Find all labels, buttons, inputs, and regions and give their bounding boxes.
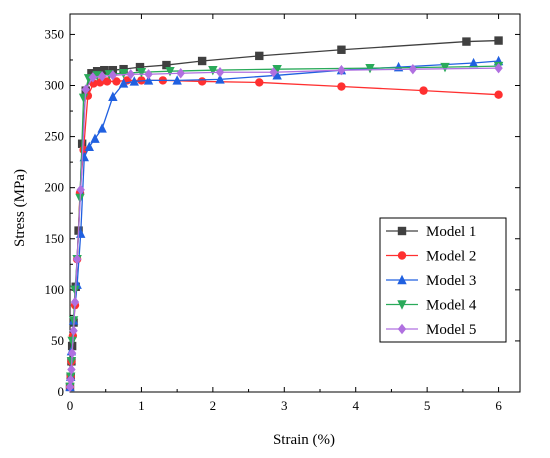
plot-frame bbox=[69, 13, 521, 393]
data-point bbox=[88, 72, 98, 83]
data-point bbox=[136, 68, 147, 78]
data-point bbox=[172, 75, 182, 85]
data-point bbox=[89, 79, 98, 88]
legend-label: Model 1 bbox=[426, 224, 476, 240]
legend-label: Model 3 bbox=[426, 273, 476, 289]
series-layer bbox=[65, 36, 504, 393]
y-tick-label: 250 bbox=[45, 129, 65, 144]
data-point bbox=[70, 296, 80, 308]
x-tick-label: 1 bbox=[138, 398, 145, 413]
data-point bbox=[215, 74, 225, 84]
data-point bbox=[494, 90, 503, 99]
data-point bbox=[419, 86, 428, 95]
data-point bbox=[135, 62, 145, 72]
legend-marker bbox=[397, 300, 407, 310]
data-point bbox=[494, 36, 503, 45]
data-point bbox=[112, 77, 121, 86]
data-point bbox=[162, 60, 171, 70]
y-tick-label: 100 bbox=[45, 282, 65, 297]
data-point bbox=[76, 184, 85, 195]
y-tick-label: 350 bbox=[45, 26, 65, 41]
y-tick-label: 300 bbox=[45, 78, 65, 93]
y-tick-label: 0 bbox=[58, 384, 65, 399]
data-point bbox=[72, 253, 82, 265]
data-point bbox=[197, 56, 207, 66]
data-point bbox=[337, 45, 346, 54]
data-point bbox=[165, 67, 175, 77]
legend: Model 1 Model 2 Model 3 Model 4 Model 5 bbox=[379, 217, 507, 343]
data-point bbox=[66, 374, 75, 385]
data-point bbox=[255, 51, 264, 61]
data-point bbox=[108, 91, 118, 101]
x-tick-label: 2 bbox=[210, 398, 217, 413]
data-point bbox=[65, 381, 75, 393]
data-point bbox=[67, 336, 77, 347]
data-point bbox=[272, 70, 282, 80]
data-point bbox=[215, 67, 225, 78]
data-point bbox=[440, 62, 450, 73]
axes: 0 1 2 3 4 5 6 0 50 100 150 200 250 300 350 bbox=[45, 13, 521, 413]
data-point bbox=[97, 71, 107, 82]
data-point bbox=[143, 75, 154, 85]
data-point bbox=[92, 71, 102, 81]
data-point bbox=[269, 67, 278, 78]
data-point bbox=[69, 325, 78, 336]
data-point bbox=[87, 69, 96, 78]
data-point bbox=[255, 78, 264, 87]
data-point bbox=[118, 78, 129, 88]
y-tick-label: 50 bbox=[51, 333, 64, 348]
data-point bbox=[197, 77, 207, 86]
data-point bbox=[468, 57, 479, 68]
data-point bbox=[494, 62, 503, 74]
x-tick-label: 4 bbox=[352, 398, 359, 413]
data-point bbox=[67, 364, 76, 375]
x-tick-label: 0 bbox=[67, 398, 74, 413]
y-tick-label: 150 bbox=[45, 231, 65, 246]
legend-label: Model 4 bbox=[426, 298, 477, 314]
legend-marker bbox=[397, 226, 407, 236]
data-point bbox=[208, 65, 218, 76]
data-point bbox=[337, 64, 346, 76]
data-point bbox=[97, 123, 107, 133]
legend-label: Model 5 bbox=[426, 322, 476, 338]
data-point bbox=[90, 133, 100, 143]
data-point bbox=[462, 37, 471, 46]
data-point bbox=[144, 69, 153, 80]
x-tick-label: 3 bbox=[281, 398, 288, 413]
x-axis-title: Strain (%) bbox=[273, 432, 335, 448]
data-point bbox=[126, 69, 135, 80]
x-tick-label: 5 bbox=[424, 398, 431, 413]
y-axis-title: Stress (MPa) bbox=[12, 169, 28, 247]
x-tick-label: 6 bbox=[495, 398, 502, 413]
data-point bbox=[408, 63, 418, 75]
data-point bbox=[84, 141, 94, 152]
data-point bbox=[118, 69, 129, 79]
series-5 bbox=[65, 62, 503, 393]
data-point bbox=[67, 347, 77, 359]
data-point bbox=[81, 84, 90, 95]
data-point bbox=[129, 76, 139, 86]
data-point bbox=[108, 70, 118, 81]
legend-marker bbox=[397, 274, 407, 285]
data-point bbox=[272, 64, 282, 75]
legend-label: Model 2 bbox=[426, 249, 476, 265]
legend-marker bbox=[397, 323, 407, 335]
legend-marker bbox=[397, 251, 407, 260]
data-point bbox=[100, 65, 109, 75]
data-point bbox=[337, 82, 346, 91]
data-point bbox=[176, 68, 185, 79]
y-tick-label: 200 bbox=[45, 180, 65, 195]
data-point bbox=[365, 63, 375, 74]
